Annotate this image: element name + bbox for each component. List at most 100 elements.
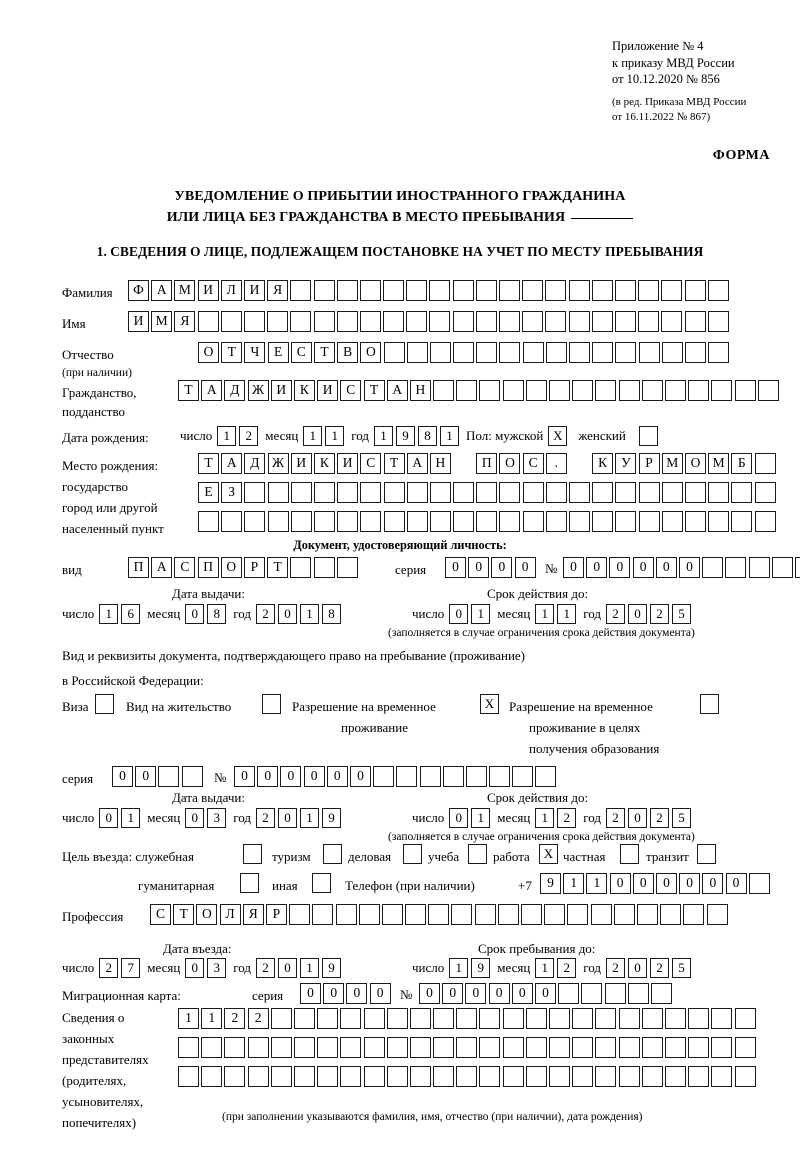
purpose-private-checkbox[interactable] — [620, 844, 639, 864]
birthplace-cell[interactable]: Т — [383, 453, 405, 474]
patronymic-cell[interactable]: Т — [313, 342, 335, 363]
surname-cell[interactable]: Ф — [128, 280, 149, 301]
phone-cell[interactable]: 0 — [702, 873, 724, 894]
birthplace-cell[interactable] — [615, 482, 637, 503]
name-cell[interactable] — [336, 311, 358, 332]
citizenship-cell[interactable] — [433, 380, 455, 401]
doc-number-cell[interactable] — [725, 557, 747, 578]
profession-cell[interactable] — [312, 904, 334, 925]
reps-cell[interactable] — [479, 1008, 501, 1029]
birthplace-cell[interactable] — [638, 482, 660, 503]
birthplace-cell[interactable]: З — [221, 482, 243, 503]
migration-card-number-cell[interactable] — [627, 983, 649, 1004]
entry-year-3[interactable]: 1 — [300, 958, 320, 978]
reps-cell[interactable] — [641, 1008, 663, 1029]
name-cell[interactable] — [661, 311, 683, 332]
patronymic-cell[interactable] — [453, 342, 475, 363]
doc-valid-year-2[interactable]: 0 — [628, 604, 648, 624]
entry-day-2[interactable]: 7 — [121, 958, 141, 978]
stay-number-cell[interactable] — [489, 766, 511, 787]
name-cell[interactable] — [707, 311, 729, 332]
reps-cell[interactable] — [734, 1066, 756, 1087]
name-cell[interactable] — [406, 311, 428, 332]
reps-cell[interactable] — [549, 1008, 570, 1029]
migration-card-number-cell[interactable] — [604, 983, 626, 1004]
citizenship-cell[interactable] — [641, 380, 663, 401]
surname-cell[interactable] — [383, 280, 405, 301]
entry-year-1[interactable]: 2 — [256, 958, 276, 978]
reps-cell[interactable] — [549, 1066, 570, 1087]
birthplace-cell[interactable] — [638, 511, 660, 532]
name-cell[interactable] — [243, 311, 265, 332]
birthplace-cell[interactable] — [383, 482, 405, 503]
citizenship-cell[interactable]: Д — [224, 380, 246, 401]
doc-valid-month-1[interactable]: 1 — [535, 604, 555, 624]
birthplace-cell[interactable]: У — [615, 453, 637, 474]
surname-cell[interactable] — [406, 280, 428, 301]
citizenship-cell[interactable]: Т — [178, 380, 199, 401]
birthplace-cell[interactable] — [221, 511, 243, 532]
reps-cell[interactable] — [270, 1037, 292, 1058]
doc-number-cell[interactable]: 0 — [655, 557, 677, 578]
birthplace-cell[interactable] — [754, 482, 776, 503]
patronymic-cell[interactable] — [569, 342, 590, 363]
reps-cell[interactable] — [664, 1008, 686, 1029]
profession-cell[interactable]: О — [196, 904, 218, 925]
phone-cell[interactable]: 1 — [563, 873, 585, 894]
surname-cell[interactable] — [452, 280, 474, 301]
doc-number-cell[interactable] — [794, 557, 800, 578]
surname-cell[interactable]: Я — [267, 280, 289, 301]
reps-cell[interactable]: 1 — [178, 1008, 199, 1029]
stay-until-year-4[interactable]: 5 — [672, 958, 692, 978]
doc-valid-day-1[interactable]: 0 — [449, 604, 469, 624]
patronymic-cell[interactable] — [708, 342, 730, 363]
sex-female-checkbox[interactable] — [638, 426, 658, 446]
reps-cell[interactable] — [664, 1037, 686, 1058]
reps-cell[interactable] — [734, 1037, 756, 1058]
surname-cell[interactable]: Л — [220, 280, 242, 301]
stay-issue-month-1[interactable]: 0 — [185, 808, 205, 828]
reps-cell[interactable] — [456, 1037, 478, 1058]
reps-cell[interactable] — [317, 1037, 339, 1058]
patronymic-cell[interactable] — [406, 342, 428, 363]
name-cell[interactable] — [313, 311, 335, 332]
birthplace-cell[interactable] — [267, 511, 289, 532]
reps-cell[interactable] — [688, 1037, 710, 1058]
surname-cell[interactable] — [290, 280, 312, 301]
stay-number-cell[interactable] — [465, 766, 487, 787]
birthplace-cell[interactable] — [429, 482, 451, 503]
stay-series-cell[interactable] — [158, 766, 180, 787]
profession-cell[interactable] — [613, 904, 635, 925]
name-cell[interactable] — [197, 311, 219, 332]
birthplace-cell[interactable] — [499, 482, 521, 503]
stay-until-day-1[interactable]: 1 — [449, 958, 469, 978]
doc-valid-year-4[interactable]: 5 — [672, 604, 692, 624]
reps-cell[interactable] — [525, 1066, 547, 1087]
birth-year-3[interactable]: 8 — [418, 426, 438, 446]
birthplace-cell[interactable]: И — [337, 453, 359, 474]
citizenship-cell[interactable] — [688, 380, 710, 401]
birthplace-cell[interactable] — [569, 453, 590, 474]
patronymic-cell[interactable] — [661, 342, 683, 363]
reps-cell[interactable] — [525, 1037, 547, 1058]
birthplace-cell[interactable]: А — [221, 453, 243, 474]
doc-kind-cell[interactable] — [313, 557, 335, 578]
stay-valid-year-3[interactable]: 2 — [650, 808, 670, 828]
citizenship-cell[interactable] — [456, 380, 478, 401]
reps-cell[interactable] — [456, 1008, 478, 1029]
patronymic-cell[interactable]: Т — [221, 342, 243, 363]
patronymic-cell[interactable]: О — [360, 342, 382, 363]
reps-cell[interactable] — [340, 1037, 362, 1058]
patronymic-cell[interactable] — [499, 342, 521, 363]
surname-cell[interactable] — [313, 280, 335, 301]
reps-cell[interactable] — [178, 1066, 199, 1087]
stay-valid-day-1[interactable]: 0 — [449, 808, 469, 828]
reps-cell[interactable] — [734, 1008, 756, 1029]
reps-cell[interactable] — [664, 1066, 686, 1087]
birthplace-cell[interactable] — [406, 511, 428, 532]
reps-cell[interactable]: 2 — [224, 1008, 246, 1029]
reps-cell[interactable] — [572, 1066, 594, 1087]
migration-card-number-cell[interactable] — [558, 983, 580, 1004]
